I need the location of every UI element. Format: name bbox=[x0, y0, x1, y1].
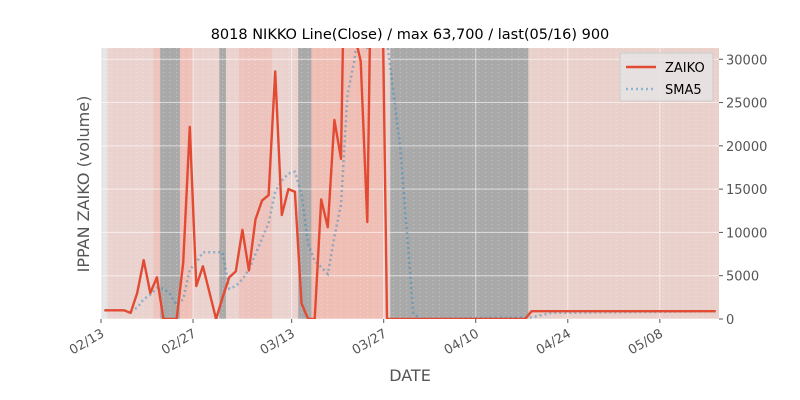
grid-lines bbox=[100, 48, 719, 320]
x-tick-label: 04/24 bbox=[534, 326, 574, 358]
x-tick-label: 03/27 bbox=[350, 326, 390, 358]
y-tick-label: 30000 bbox=[726, 53, 767, 68]
band-highlight bbox=[239, 48, 272, 319]
band-closed bbox=[298, 48, 312, 319]
x-tick-label: 02/27 bbox=[159, 326, 199, 358]
y-tick-label: 20000 bbox=[726, 140, 767, 155]
x-tick-label: 03/13 bbox=[258, 326, 298, 358]
series-layer bbox=[104, 48, 716, 319]
y-tick-label: 15000 bbox=[726, 183, 767, 198]
series-zaiko-line bbox=[104, 48, 716, 319]
chart-title: 8018 NIKKO Line(Close) / max 63,700 / la… bbox=[211, 27, 610, 43]
x-tick-label: 05/08 bbox=[626, 326, 666, 358]
band-highlight bbox=[311, 48, 384, 319]
x-tick-label: 04/10 bbox=[442, 326, 482, 358]
legend-box bbox=[619, 52, 714, 102]
y-tick-label: 0 bbox=[726, 313, 734, 328]
legend: ZAIKO SMA5 bbox=[619, 52, 714, 102]
band-closed bbox=[390, 48, 529, 319]
band-highlight bbox=[153, 48, 161, 319]
x-tick-label: 02/13 bbox=[67, 326, 107, 358]
legend-label-sma5: SMA5 bbox=[665, 83, 702, 98]
band-closed bbox=[219, 48, 226, 319]
legend-label-zaiko: ZAIKO bbox=[665, 61, 705, 76]
band-closed bbox=[160, 48, 180, 319]
x-axis-label: DATE bbox=[389, 366, 431, 385]
y-axis-label: IPPAN ZAIKO (volume) bbox=[74, 96, 93, 273]
y-tick-label: 10000 bbox=[726, 226, 767, 241]
y-tick-label: 25000 bbox=[726, 97, 767, 112]
y-tick-label: 5000 bbox=[726, 270, 759, 285]
